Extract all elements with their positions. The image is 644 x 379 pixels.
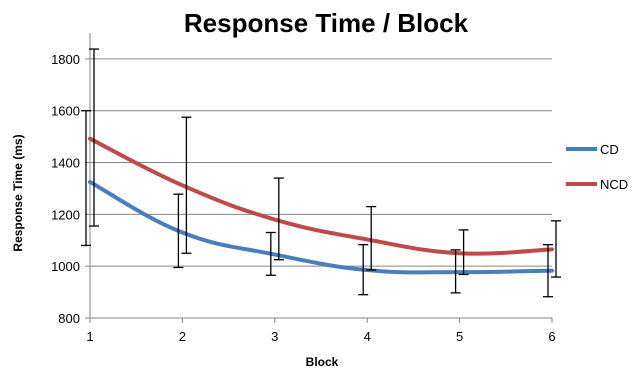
y-tick-label: 1200 bbox=[51, 207, 80, 222]
chart-title: Response Time / Block bbox=[184, 8, 469, 38]
series-line-cd bbox=[88, 179, 554, 275]
y-tick-label: 1600 bbox=[51, 104, 80, 119]
y-tick-label: 800 bbox=[58, 311, 80, 326]
x-tick-label: 1 bbox=[86, 329, 93, 344]
x-axis-title: Block bbox=[306, 355, 339, 369]
x-tick-label: 4 bbox=[364, 329, 371, 344]
x-tick-label: 2 bbox=[179, 329, 186, 344]
y-tick-label: 1400 bbox=[51, 156, 80, 171]
series-line-ncd bbox=[88, 136, 554, 256]
y-tick-label: 1000 bbox=[51, 259, 80, 274]
y-axis-title: Response Time (ms) bbox=[11, 134, 25, 251]
legend-label-ncd: NCD bbox=[600, 177, 628, 192]
legend-label-cd: CD bbox=[600, 142, 619, 157]
x-tick-label: 5 bbox=[456, 329, 463, 344]
x-tick-label: 6 bbox=[548, 329, 555, 344]
y-tick-label: 1800 bbox=[51, 52, 80, 67]
x-tick-label: 3 bbox=[271, 329, 278, 344]
